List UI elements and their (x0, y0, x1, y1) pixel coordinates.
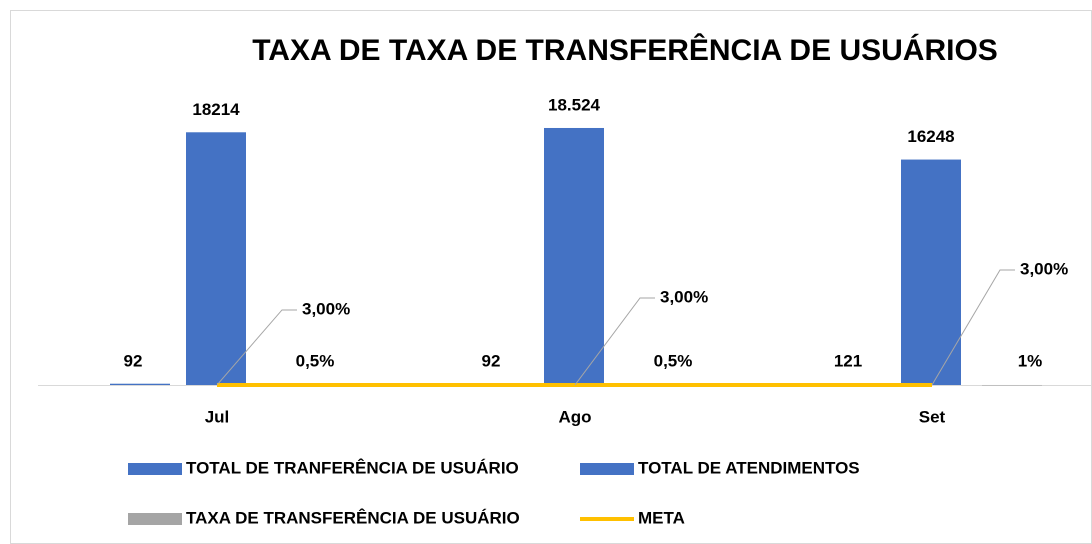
legend-label: META (638, 508, 685, 527)
callout-line (574, 297, 655, 386)
legend-swatch (128, 463, 182, 475)
bar (110, 383, 170, 385)
legend-label: TOTAL DE ATENDIMENTOS (638, 458, 860, 477)
x-tick-label: Ago (558, 407, 591, 426)
bar (544, 127, 604, 386)
chart-title: TAXA DE TAXA DE TRANSFERÊNCIA DE USUÁRIO… (252, 33, 998, 67)
callout-line (216, 309, 297, 386)
data-label: 16248 (907, 127, 954, 146)
x-tick-label: Set (919, 407, 946, 426)
data-label: 92 (482, 351, 501, 370)
bar (901, 159, 961, 385)
data-label: 92 (124, 351, 143, 370)
legend-swatch (580, 463, 634, 475)
data-label: 0,5% (296, 351, 335, 370)
data-label: 3,00% (1020, 259, 1068, 278)
data-label: 18214 (192, 100, 240, 119)
bar (982, 384, 1042, 386)
data-label: 18.524 (548, 95, 601, 114)
data-label: 3,00% (302, 299, 350, 318)
x-tick-label: Jul (205, 407, 230, 426)
legend-label: TAXA DE TRANSFERÊNCIA DE USUÁRIO (186, 508, 520, 527)
data-label: 1% (1018, 351, 1043, 370)
legend-swatch (128, 513, 182, 525)
data-label: 121 (834, 351, 862, 370)
data-label: 0,5% (654, 351, 693, 370)
bar (186, 132, 246, 385)
data-label: 3,00% (660, 287, 708, 306)
callout-line (931, 269, 1015, 386)
legend-label: TOTAL DE TRANFERÊNCIA DE USUÁRIO (186, 458, 519, 477)
